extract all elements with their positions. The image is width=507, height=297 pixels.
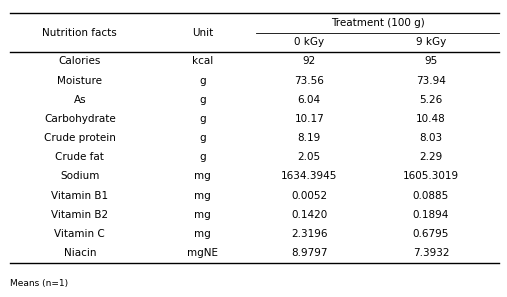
Text: mg: mg [194,191,211,201]
Text: Moisture: Moisture [57,75,102,86]
Text: kcal: kcal [192,56,213,66]
Text: 1634.3945: 1634.3945 [281,171,338,181]
Text: Treatment (100 g): Treatment (100 g) [331,18,424,28]
Text: Nutrition facts: Nutrition facts [43,28,117,37]
Text: Vitamin B2: Vitamin B2 [51,210,108,220]
Text: As: As [74,95,86,105]
Text: Carbohydrate: Carbohydrate [44,114,116,124]
Text: Crude fat: Crude fat [55,152,104,162]
Text: 8.19: 8.19 [298,133,321,143]
Text: Vitamin C: Vitamin C [54,229,105,239]
Text: 5.26: 5.26 [419,95,443,105]
Text: 73.56: 73.56 [295,75,324,86]
Text: 2.29: 2.29 [419,152,443,162]
Text: g: g [199,152,206,162]
Text: 6.04: 6.04 [298,95,321,105]
Text: 0.0052: 0.0052 [291,191,328,201]
Text: Vitamin B1: Vitamin B1 [51,191,108,201]
Text: 73.94: 73.94 [416,75,446,86]
Text: mg: mg [194,229,211,239]
Text: 7.3932: 7.3932 [413,248,449,258]
Text: 0.1420: 0.1420 [291,210,328,220]
Text: Means (n=1): Means (n=1) [10,279,68,288]
Text: 1605.3019: 1605.3019 [403,171,459,181]
Text: 8.9797: 8.9797 [291,248,328,258]
Text: Unit: Unit [192,28,213,37]
Text: 2.05: 2.05 [298,152,321,162]
Text: mg: mg [194,210,211,220]
Text: 2.3196: 2.3196 [291,229,328,239]
Text: Crude protein: Crude protein [44,133,116,143]
Text: 0.0885: 0.0885 [413,191,449,201]
Text: mg: mg [194,171,211,181]
Text: 8.03: 8.03 [419,133,443,143]
Text: 0 kGy: 0 kGy [294,37,324,47]
Text: 10.48: 10.48 [416,114,446,124]
Text: mgNE: mgNE [187,248,219,258]
Text: g: g [199,133,206,143]
Text: Calories: Calories [59,56,101,66]
Text: 95: 95 [424,56,438,66]
Text: g: g [199,95,206,105]
Text: 9 kGy: 9 kGy [416,37,446,47]
Text: g: g [199,75,206,86]
Text: 10.17: 10.17 [295,114,324,124]
Text: 0.1894: 0.1894 [413,210,449,220]
Text: Niacin: Niacin [63,248,96,258]
Text: g: g [199,114,206,124]
Text: 92: 92 [303,56,316,66]
Text: Sodium: Sodium [60,171,99,181]
Text: 0.6795: 0.6795 [413,229,449,239]
